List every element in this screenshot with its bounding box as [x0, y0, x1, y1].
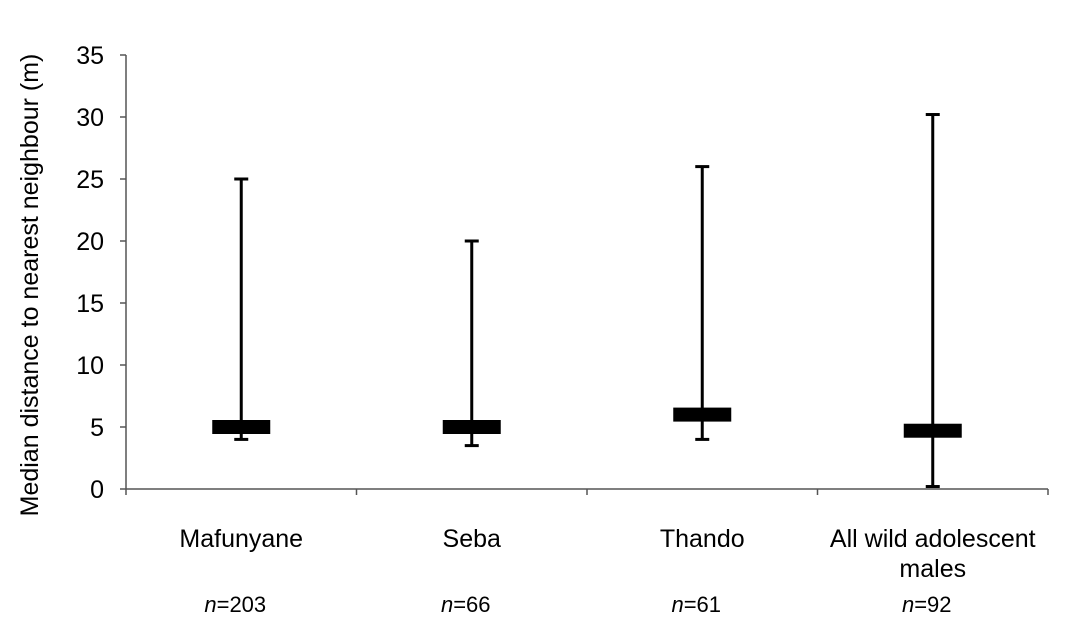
median-bar [903, 423, 962, 438]
median-bar [212, 420, 271, 434]
sample-size-label: n=61 [671, 592, 721, 617]
median-bar [673, 407, 732, 422]
series-group [212, 113, 962, 489]
y-axis-label: Median distance to nearest neighbour (m) [16, 54, 44, 517]
sample-size-label: n=66 [441, 592, 491, 617]
sample-size-label: n=92 [902, 592, 952, 617]
category-label: Seba [443, 525, 501, 553]
y-tick-label: 20 [76, 228, 104, 256]
sample-size-label: n=203 [204, 592, 266, 617]
y-tick-label: 35 [76, 42, 104, 70]
x-axis-ticks [125, 489, 1049, 495]
y-tick-label: 30 [76, 104, 104, 132]
category-label: All wild adolescent males [830, 525, 1036, 583]
y-tick-label: 25 [76, 166, 104, 194]
y-tick-label: 5 [90, 414, 104, 442]
y-axis-ticks: 0 5 10 15 20 25 30 35 [76, 42, 126, 504]
median-bar [442, 420, 501, 434]
category-label: Thando [660, 525, 745, 553]
y-tick-label: 15 [76, 290, 104, 318]
category-label: Mafunyane [179, 525, 303, 553]
category-labels: Mafunyane n=203 Seba n=66 Thando n=61 All wild… [179, 525, 1035, 617]
y-tick-label: 10 [76, 352, 104, 380]
y-tick-label: 0 [90, 476, 104, 504]
